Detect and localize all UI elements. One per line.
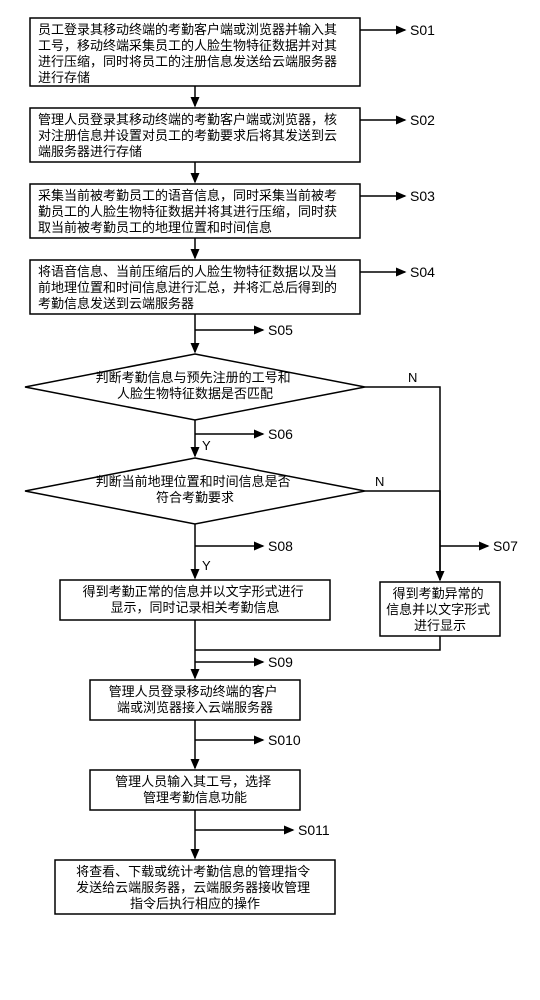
arrow-s07-merge	[195, 636, 440, 650]
step-s09-text: 管理人员登录移动终端的客户 端或浏览器接入云端服务器	[109, 684, 282, 715]
step-s010-label: S010	[268, 732, 301, 748]
step-s01-label: S01	[410, 22, 435, 38]
yes-label-s06: Y	[202, 558, 211, 573]
step-s011-text: 将查看、下载或统计考勤信息的管理指令 发送给云端服务器，云端服务器接收管理 指令…	[76, 864, 314, 911]
step-s010-text: 管理人员输入其工号，选择 管理考勤信息功能	[115, 774, 275, 805]
step-s05-label: S05	[268, 322, 293, 338]
step-s04-text: 将语音信息、当前压缩后的人脸生物特征数据以及当 前地理位置和时间信息进行汇总，并…	[38, 264, 341, 311]
step-s01-text: 员工登录其移动终端的考勤客户端或浏览器并输入其 工号，移动终端采集员工的人脸生物…	[38, 22, 341, 85]
step-s08-text: 得到考勤正常的信息并以文字形式进行 显示，同时记录相关考勤信息	[83, 584, 308, 615]
no-label-s06: N	[375, 474, 384, 489]
step-s09-label: S09	[268, 654, 293, 670]
step-s02-text: 管理人员登录其移动终端的考勤客户端或浏览器，核 对注册信息并设置对员工的考勤要求…	[38, 112, 341, 159]
step-s02-label: S02	[410, 112, 435, 128]
step-s03-text: 采集当前被考勤员工的语音信息，同时采集当前被考 勤员工的人脸生物特征数据并将其进…	[38, 188, 341, 235]
step-s011-label: S011	[298, 822, 330, 838]
step-s07-text: 得到考勤异常的 信息并以文字形式 进行显示	[386, 586, 494, 633]
no-label-s05: N	[408, 370, 417, 385]
step-s07-label: S07	[493, 538, 518, 554]
decision-s05-text: 判断考勤信息与预先注册的工号和 人脸生物特征数据是否匹配	[96, 370, 295, 401]
arrow-s06-no	[365, 491, 440, 580]
decision-s06-text: 判断当前地理位置和时间信息是否 符合考勤要求	[96, 474, 295, 505]
step-s08-label: S08	[268, 538, 293, 554]
yes-label-s05: Y	[202, 438, 211, 453]
step-s04-label: S04	[410, 264, 435, 280]
step-s06-label: S06	[268, 426, 293, 442]
step-s03-label: S03	[410, 188, 435, 204]
